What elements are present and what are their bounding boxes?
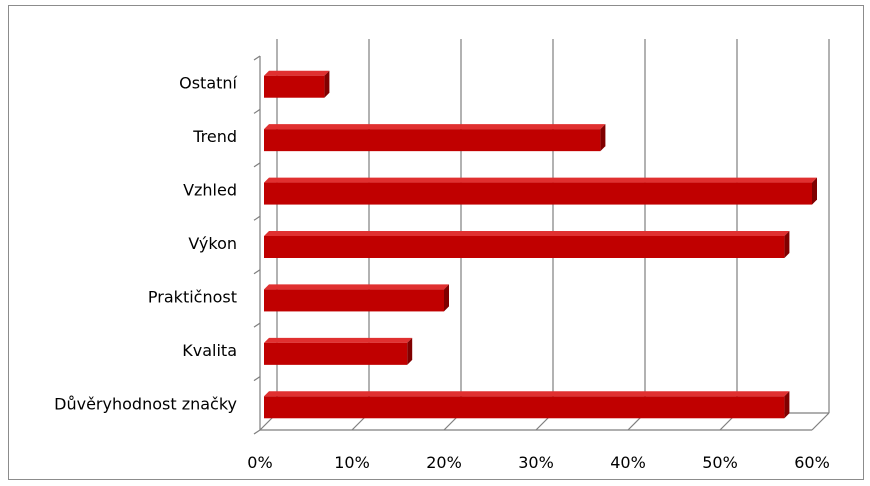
y-tick-mark [253, 376, 261, 382]
bar-top-face [264, 337, 413, 343]
bar-top-face [264, 391, 790, 397]
x-tick-labels: 0% 10% 20% 30% 40% 50% 60% [247, 453, 829, 472]
category-label: Praktičnost [148, 287, 237, 306]
bar [264, 177, 817, 205]
category-label: Ostatní [179, 74, 237, 93]
y-tick-mark [253, 55, 261, 61]
bar [264, 337, 413, 365]
bar-side-face [407, 337, 413, 365]
y-tick-mark [253, 429, 261, 435]
bar [264, 231, 790, 258]
bar-front-face [264, 182, 812, 205]
category-label: Důvěryhodnost značky [54, 394, 237, 413]
bar-front-face [264, 129, 601, 152]
x-tick-label: 30% [518, 453, 554, 472]
x-tick-label: 0% [247, 453, 272, 472]
x-tick-label: 10% [334, 453, 370, 472]
floor-gridline [811, 412, 830, 431]
y-tick-mark [253, 108, 261, 114]
x-tick-label: 60% [794, 453, 830, 472]
bar-front-face [264, 396, 785, 419]
category-label: Výkon [188, 234, 237, 253]
bar-side-face [600, 124, 606, 152]
bar-top-face [264, 177, 817, 183]
x-tick-label: 40% [610, 453, 646, 472]
bar [264, 284, 449, 312]
category-label: Vzhled [183, 181, 237, 200]
bars [264, 70, 817, 419]
y-tick-mark [253, 269, 261, 275]
bar-side-face [784, 231, 790, 258]
x-tick-label: 50% [702, 453, 738, 472]
bar-front-face [264, 75, 325, 98]
bar-top-face [264, 231, 790, 236]
bar-side-face [812, 177, 817, 205]
y-tick-mark [253, 215, 261, 221]
bar-top-face [264, 70, 330, 76]
bar-side-face [784, 391, 790, 419]
bar-front-face [264, 342, 408, 365]
bar-side-face [324, 70, 330, 98]
category-label: Trend [192, 127, 237, 146]
category-labels: Důvěryhodnost značky Kvalita Praktičnost Vý… [54, 74, 237, 414]
bar-top-face [264, 124, 606, 130]
y-tick-mark [253, 162, 261, 168]
category-label: Kvalita [182, 341, 237, 360]
bar-front-face [264, 289, 444, 312]
bar-top-face [264, 284, 449, 290]
bar-side-face [444, 284, 449, 312]
bar [264, 70, 330, 98]
y-tick-mark [253, 322, 261, 328]
bar [264, 391, 790, 419]
bar [264, 124, 606, 152]
bar-front-face [264, 236, 785, 258]
x-tick-label: 20% [426, 453, 462, 472]
